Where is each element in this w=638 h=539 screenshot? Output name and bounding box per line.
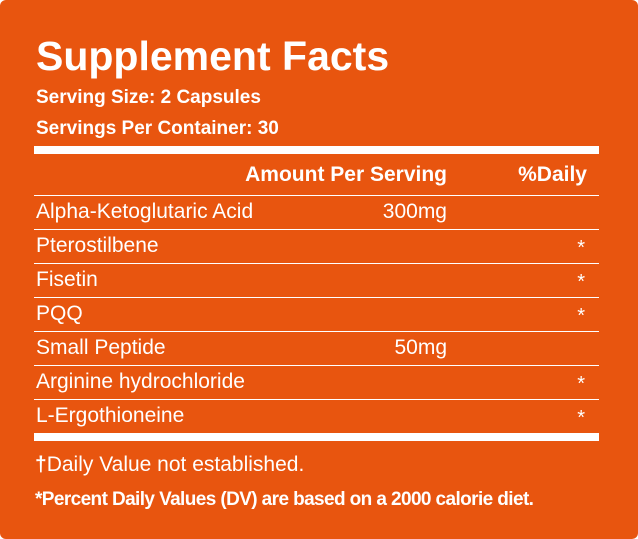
servings-per-container: Servings Per Container: 30 — [36, 118, 279, 139]
ingredient-name: L-Ergothioneine — [36, 404, 185, 427]
ingredient-amount: 300mg — [382, 200, 447, 223]
footnote-percent-daily-values: *Percent Daily Values (DV) are based on … — [35, 489, 534, 510]
ingredient-row-small-peptide: Small Peptide 50mg — [34, 332, 599, 366]
row-divider — [34, 297, 599, 298]
ingredient-row-fisetin: Fisetin * — [34, 264, 599, 298]
ingredient-daily-value: * — [577, 373, 585, 395]
ingredient-daily-value: * — [577, 271, 585, 293]
row-divider — [34, 195, 599, 196]
ingredient-name: Pterostilbene — [36, 234, 159, 257]
ingredient-name: Arginine hydrochloride — [36, 370, 245, 393]
header-amount-per-serving: Amount Per Serving — [245, 163, 447, 186]
ingredient-row-arginine-hydrochloride: Arginine hydrochloride * — [34, 366, 599, 400]
table-header: Amount Per Serving %Daily — [34, 162, 599, 192]
ingredient-amount: 50mg — [394, 336, 447, 359]
bottom-divider-bar — [34, 433, 599, 441]
top-divider-bar — [34, 146, 599, 154]
ingredient-daily-value: * — [577, 407, 585, 429]
row-divider — [34, 229, 599, 230]
ingredient-row-pterostilbene: Pterostilbene * — [34, 230, 599, 264]
footnote-daily-value-not-established: †Daily Value not established. — [35, 453, 304, 477]
ingredient-name: Small Peptide — [36, 336, 166, 359]
ingredient-row-pqq: PQQ * — [34, 298, 599, 332]
row-divider — [34, 331, 599, 332]
header-percent-daily: %Daily — [518, 163, 587, 186]
ingredient-row-alpha-ketoglutaric-acid: Alpha-Ketoglutaric Acid 300mg — [34, 196, 599, 230]
label-title: Supplement Facts — [36, 33, 390, 79]
footnote-dagger-text: Daily Value not established. — [46, 453, 305, 476]
row-divider — [34, 399, 599, 400]
row-divider — [34, 365, 599, 366]
ingredient-name: PQQ — [36, 302, 83, 325]
serving-size: Serving Size: 2 Capsules — [36, 87, 261, 108]
ingredient-daily-value: * — [577, 237, 585, 259]
ingredient-name: Fisetin — [36, 268, 98, 291]
ingredient-daily-value: * — [577, 305, 585, 327]
ingredient-name: Alpha-Ketoglutaric Acid — [36, 200, 254, 223]
dagger-symbol: † — [35, 453, 47, 476]
row-divider — [34, 263, 599, 264]
ingredient-row-l-ergothioneine: L-Ergothioneine * — [34, 400, 599, 434]
